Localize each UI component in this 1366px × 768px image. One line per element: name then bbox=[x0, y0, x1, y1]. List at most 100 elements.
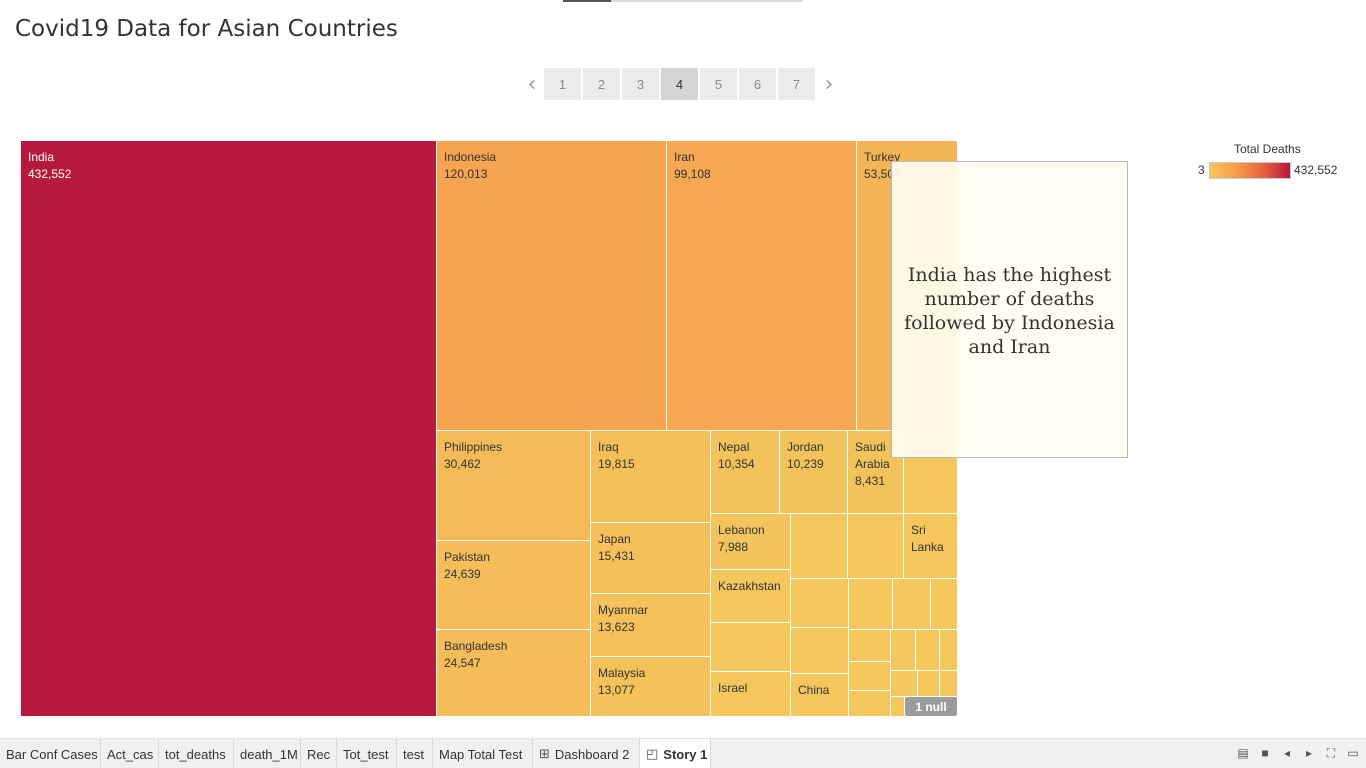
tab-label: death_1M bbox=[240, 746, 298, 762]
presentation-mode-icon[interactable]: ▭ bbox=[1347, 746, 1359, 760]
tab-dashboard-2[interactable]: ⊞ Dashboard 2 bbox=[533, 739, 640, 768]
story-point-4[interactable]: 4 bbox=[661, 68, 698, 100]
treemap-cell-pakistan[interactable]: Pakistan 24,639 bbox=[437, 541, 591, 630]
tab-act-cas[interactable]: Act_cas bbox=[101, 739, 159, 768]
treemap-cell-small-2[interactable] bbox=[791, 514, 848, 579]
treemap-label: Kazakhstan bbox=[718, 579, 781, 593]
page-title: Covid19 Data for Asian Countries bbox=[15, 16, 398, 42]
treemap-label: Philippines 30,462 bbox=[444, 440, 503, 471]
legend-gradient-bar bbox=[1209, 162, 1291, 179]
treemap-cell-philippines[interactable]: Philippines 30,462 bbox=[437, 431, 591, 541]
treemap-cell-saudi-arabia[interactable]: Saudi Arabia 8,431 bbox=[848, 431, 904, 514]
treemap-cell-small-18[interactable] bbox=[849, 691, 891, 717]
treemap-cell-small-10[interactable] bbox=[849, 630, 891, 662]
treemap-label: Malaysia 13,077 bbox=[598, 666, 646, 697]
story-point-2[interactable]: 2 bbox=[583, 68, 620, 100]
treemap-label: Israel bbox=[718, 681, 748, 695]
treemap-cell-india[interactable]: India 432,552 bbox=[21, 141, 437, 717]
treemap-cell-sri-lanka[interactable]: Sri Lanka bbox=[904, 514, 958, 579]
treemap-cell-israel[interactable]: Israel bbox=[711, 672, 791, 717]
tab-label: Bar Conf Cases bbox=[6, 746, 98, 762]
treemap-label: Saudi Arabia 8,431 bbox=[855, 440, 890, 488]
next-sheet-icon[interactable]: ▸ bbox=[1305, 746, 1313, 760]
treemap-cell-kazakhstan[interactable]: Kazakhstan bbox=[711, 570, 791, 623]
treemap-label: Myanmar 13,623 bbox=[598, 603, 649, 634]
treemap-label: Iran 99,108 bbox=[674, 150, 711, 181]
treemap-cell-small-4[interactable] bbox=[791, 579, 849, 628]
treemap-label: Pakistan 24,639 bbox=[444, 550, 491, 581]
treemap-cell-small-19[interactable] bbox=[891, 697, 905, 717]
treemap-cell-china[interactable]: China bbox=[791, 674, 849, 717]
annotation-text: India has the highest number of deaths f… bbox=[904, 264, 1115, 358]
fullscreen-icon[interactable]: ⛶ bbox=[1326, 745, 1336, 760]
treemap-cell-small-9[interactable] bbox=[791, 628, 849, 674]
tab-death-1m[interactable]: death_1M bbox=[234, 739, 301, 768]
treemap-cell-small-6[interactable] bbox=[893, 579, 931, 630]
treemap-cell-small-13[interactable] bbox=[940, 630, 958, 671]
treemap-label: Bangladesh 24,547 bbox=[444, 639, 508, 670]
treemap-cell-jordan[interactable]: Jordan 10,239 bbox=[780, 431, 848, 514]
show-sheet-sorter-icon[interactable]: ▤ bbox=[1237, 746, 1249, 760]
treemap-cell-small-14[interactable] bbox=[849, 662, 891, 691]
treemap-cell-small-5[interactable] bbox=[849, 579, 893, 630]
treemap-label: Indonesia 120,013 bbox=[444, 150, 497, 181]
treemap-cell-small-15[interactable] bbox=[891, 671, 918, 697]
treemap-cell-lebanon[interactable]: Lebanon 7,988 bbox=[711, 514, 791, 570]
annotation-box: India has the highest number of deaths f… bbox=[891, 161, 1128, 458]
legend-title: Total Deaths bbox=[1234, 142, 1301, 156]
treemap-cell-small-12[interactable] bbox=[916, 630, 940, 671]
treemap-cell-small-17[interactable] bbox=[940, 671, 958, 697]
treemap-label: Japan 15,431 bbox=[598, 532, 635, 563]
treemap-cell-nepal[interactable]: Nepal 10,354 bbox=[711, 431, 780, 514]
tab-label: Act_cas bbox=[107, 746, 154, 762]
tab-tot-deaths[interactable]: tot_deaths bbox=[159, 739, 234, 768]
treemap-cell-iraq[interactable]: Iraq 19,815 bbox=[591, 431, 711, 523]
story-point-3[interactable]: 3 bbox=[622, 68, 659, 100]
sheet-tab-bar: Bar Conf Cases Act_cas tot_deaths death_… bbox=[0, 738, 1366, 768]
treemap-cell-small-7[interactable] bbox=[931, 579, 958, 630]
dashboard-icon: ⊞ bbox=[539, 746, 550, 761]
treemap-cell-indonesia[interactable]: Indonesia 120,013 bbox=[437, 141, 667, 431]
tab-label: Map Total Test bbox=[439, 746, 523, 762]
treemap-label: Nepal 10,354 bbox=[718, 440, 755, 471]
tab-label: tot_deaths bbox=[165, 746, 226, 762]
tab-label: Dashboard 2 bbox=[554, 746, 630, 762]
tab-test[interactable]: test bbox=[397, 739, 433, 768]
tab-map-total-test[interactable]: Map Total Test bbox=[433, 739, 533, 768]
story-point-6[interactable]: 6 bbox=[739, 68, 776, 100]
treemap-cell-small-16[interactable] bbox=[918, 671, 940, 697]
tab-label: Rec bbox=[307, 746, 331, 762]
treemap-label: Iraq 19,815 bbox=[598, 440, 635, 471]
treemap-cell-small-3[interactable] bbox=[848, 514, 904, 579]
treemap-label: China bbox=[798, 683, 830, 697]
next-story-point-icon[interactable]: › bbox=[824, 71, 834, 97]
tab-bar-conf-cases[interactable]: Bar Conf Cases bbox=[0, 739, 101, 768]
show-filmstrip-icon[interactable]: ■ bbox=[1261, 746, 1269, 760]
story-point-5[interactable]: 5 bbox=[700, 68, 737, 100]
treemap-label: India 432,552 bbox=[28, 150, 72, 181]
treemap-cell-malaysia[interactable]: Malaysia 13,077 bbox=[591, 657, 711, 717]
treemap-cell-myanmar[interactable]: Myanmar 13,623 bbox=[591, 594, 711, 657]
tab-rec[interactable]: Rec bbox=[301, 739, 337, 768]
treemap-cell-japan[interactable]: Japan 15,431 bbox=[591, 523, 711, 594]
top-progress-active bbox=[563, 0, 611, 2]
treemap-label: Sri Lanka bbox=[911, 523, 944, 554]
treemap-cell-small-11[interactable] bbox=[891, 630, 916, 671]
story-icon: ◰ bbox=[646, 746, 659, 761]
story-point-1[interactable]: 1 bbox=[544, 68, 581, 100]
previous-story-point-icon[interactable]: ‹ bbox=[527, 71, 537, 97]
tab-label: test bbox=[403, 746, 424, 762]
story-navigator: ‹ 1 2 3 4 5 6 7 › bbox=[520, 68, 841, 100]
previous-sheet-icon[interactable]: ◂ bbox=[1283, 746, 1291, 760]
tab-tot-test[interactable]: Tot_test bbox=[337, 739, 397, 768]
treemap-cell-iran[interactable]: Iran 99,108 bbox=[667, 141, 857, 431]
story-point-7[interactable]: 7 bbox=[778, 68, 815, 100]
treemap-label: Jordan 10,239 bbox=[787, 440, 824, 471]
treemap-label: Lebanon 7,988 bbox=[718, 523, 765, 554]
tab-story-1[interactable]: ◰ Story 1 bbox=[640, 739, 711, 768]
null-indicator[interactable]: 1 null bbox=[905, 697, 957, 716]
legend-min: 3 bbox=[1198, 163, 1205, 177]
treemap-cell-bangladesh[interactable]: Bangladesh 24,547 bbox=[437, 630, 591, 717]
treemap-cell-small-8[interactable] bbox=[711, 623, 791, 672]
